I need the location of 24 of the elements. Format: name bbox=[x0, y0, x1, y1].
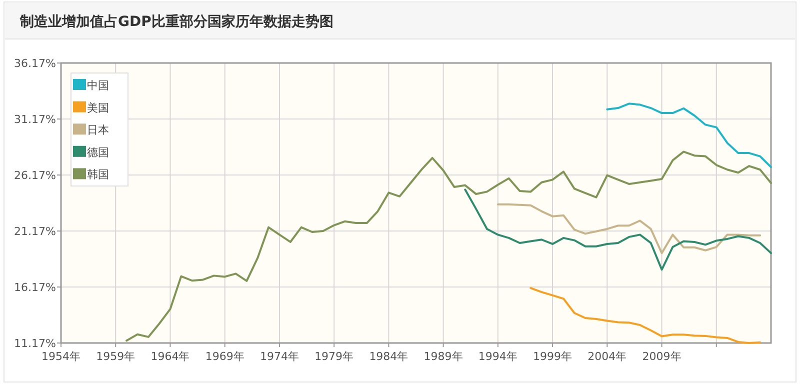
chart-title: 制造业增加值占GDP比重部分国家历年数据走势图 bbox=[19, 13, 334, 30]
y-tick-label: 16.17% bbox=[14, 281, 56, 294]
x-tick-label: 1974年 bbox=[260, 350, 299, 363]
x-tick-label: 1969年 bbox=[205, 350, 244, 363]
x-tick-label: 1999年 bbox=[533, 350, 572, 363]
x-tick-label: 1994年 bbox=[478, 350, 518, 363]
legend-label: 美国 bbox=[87, 101, 109, 114]
y-tick-label: 26.17% bbox=[14, 169, 56, 182]
x-tick-label: 1954年 bbox=[42, 350, 80, 363]
y-tick-label: 21.17% bbox=[14, 225, 56, 238]
y-tick-label: 31.17% bbox=[14, 113, 56, 126]
x-tick-label: 1979年 bbox=[314, 350, 354, 363]
x-tick-label: 1959年 bbox=[96, 350, 136, 363]
legend-label: 韩国 bbox=[87, 168, 109, 182]
legend-label: 德国 bbox=[87, 146, 109, 159]
x-tick-label: 1989年 bbox=[424, 350, 463, 363]
x-tick-label: 2009年 bbox=[642, 350, 682, 363]
legend-label: 中国 bbox=[87, 79, 109, 92]
x-tick-label: 1984年 bbox=[369, 350, 408, 363]
y-tick-label: 36.17% bbox=[14, 57, 56, 70]
legend-label: 日本 bbox=[87, 124, 109, 137]
y-tick-label: 11.17% bbox=[14, 337, 56, 350]
x-tick-label: 2004年 bbox=[588, 350, 627, 363]
x-tick-label: 1964年 bbox=[150, 350, 190, 363]
